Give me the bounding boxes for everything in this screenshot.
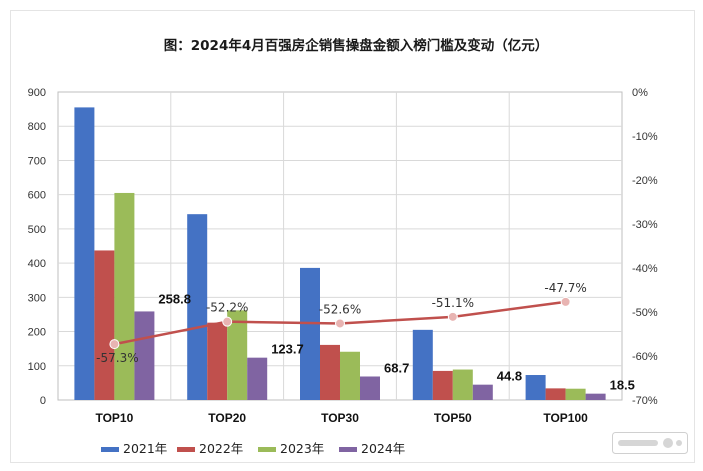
- change-label: -47.7%: [544, 281, 586, 295]
- legend-label: 2024年: [361, 441, 405, 456]
- change-label: -52.6%: [319, 302, 361, 316]
- change-line: [109, 296, 571, 350]
- bar: [412, 329, 433, 400]
- y-left-tick-label: 200: [28, 327, 46, 339]
- change-point: [109, 339, 120, 350]
- change-point: [447, 311, 458, 322]
- y-left-tick-label: 700: [28, 155, 46, 167]
- x-tick-label: TOP50: [434, 411, 472, 425]
- chart-title: 图：2024年4月百强房企销售操盘金额入榜门槛及变动（亿元）: [164, 37, 548, 54]
- y-right-tick-label: -30%: [632, 219, 658, 231]
- bar: [360, 376, 380, 400]
- bar: [187, 214, 208, 400]
- y-right-tick-label: 0%: [632, 87, 648, 99]
- bar: [472, 384, 493, 400]
- legend-label: 2022年: [199, 441, 243, 456]
- axes: 0 100 200 300 400 500 600 700 800 900 0% -10% -20% -3…: [28, 87, 658, 425]
- y-right-tick-label: -60%: [632, 351, 658, 363]
- data-label: 18.5: [610, 378, 635, 393]
- legend-label: 2023年: [280, 441, 324, 456]
- x-tick-label: TOP30: [321, 411, 359, 425]
- bar: [432, 370, 453, 400]
- y-left-tick-label: 300: [28, 292, 46, 304]
- bar: [545, 388, 566, 400]
- y-right-tick-label: -10%: [632, 131, 658, 143]
- x-tick-label: TOP20: [208, 411, 246, 425]
- bar: [320, 344, 340, 400]
- legend-swatch: [101, 447, 119, 452]
- y-left-tick-label: 800: [28, 121, 46, 133]
- bar: [340, 351, 360, 400]
- change-point: [335, 318, 345, 329]
- change-label: -51.1%: [432, 296, 474, 310]
- change-point: [560, 296, 571, 307]
- bar: [247, 357, 268, 400]
- bars: [74, 107, 606, 401]
- y-left-tick-label: 900: [28, 87, 46, 99]
- bar: [452, 369, 473, 400]
- data-label: 123.7: [271, 342, 304, 357]
- y-left-tick-label: 100: [28, 361, 46, 373]
- bar: [74, 107, 95, 401]
- watermark-icon: [612, 432, 688, 454]
- bar: [565, 388, 586, 400]
- bar: [207, 322, 228, 400]
- x-tick-label: TOP10: [95, 411, 133, 425]
- bar: [94, 250, 115, 400]
- legend-swatch: [258, 447, 276, 452]
- data-labels: 258.8 123.7 68.7 44.8 18.5 -57.3% -52.2% -52.6%…: [96, 281, 635, 393]
- x-tick-label: TOP100: [543, 411, 588, 425]
- change-point: [222, 316, 233, 327]
- y-left-tick-label: 400: [28, 258, 46, 270]
- legend-swatch: [177, 447, 195, 452]
- bar: [227, 310, 248, 400]
- legend-label: 2021年: [123, 441, 167, 456]
- legend: 2021年 2022年 2023年 2024年: [101, 441, 405, 456]
- change-label: -57.3%: [96, 351, 138, 365]
- y-right-tick-label: -20%: [632, 175, 658, 187]
- y-right-tick-label: -50%: [632, 307, 658, 319]
- y-right-tick-label: -40%: [632, 263, 658, 275]
- change-label: -52.2%: [206, 301, 248, 315]
- legend-swatch: [339, 447, 357, 452]
- y-left-tick-label: 500: [28, 224, 46, 236]
- bar: [585, 393, 606, 400]
- data-label: 258.8: [158, 291, 191, 306]
- bar: [134, 311, 155, 400]
- bar: [114, 192, 135, 400]
- bar: [525, 375, 546, 400]
- y-right-tick-label: -70%: [632, 395, 658, 407]
- data-label: 44.8: [497, 369, 522, 384]
- y-left-tick-label: 0: [40, 395, 46, 407]
- bar: [300, 267, 320, 400]
- y-left-tick-label: 600: [28, 190, 46, 202]
- data-label: 68.7: [384, 360, 409, 375]
